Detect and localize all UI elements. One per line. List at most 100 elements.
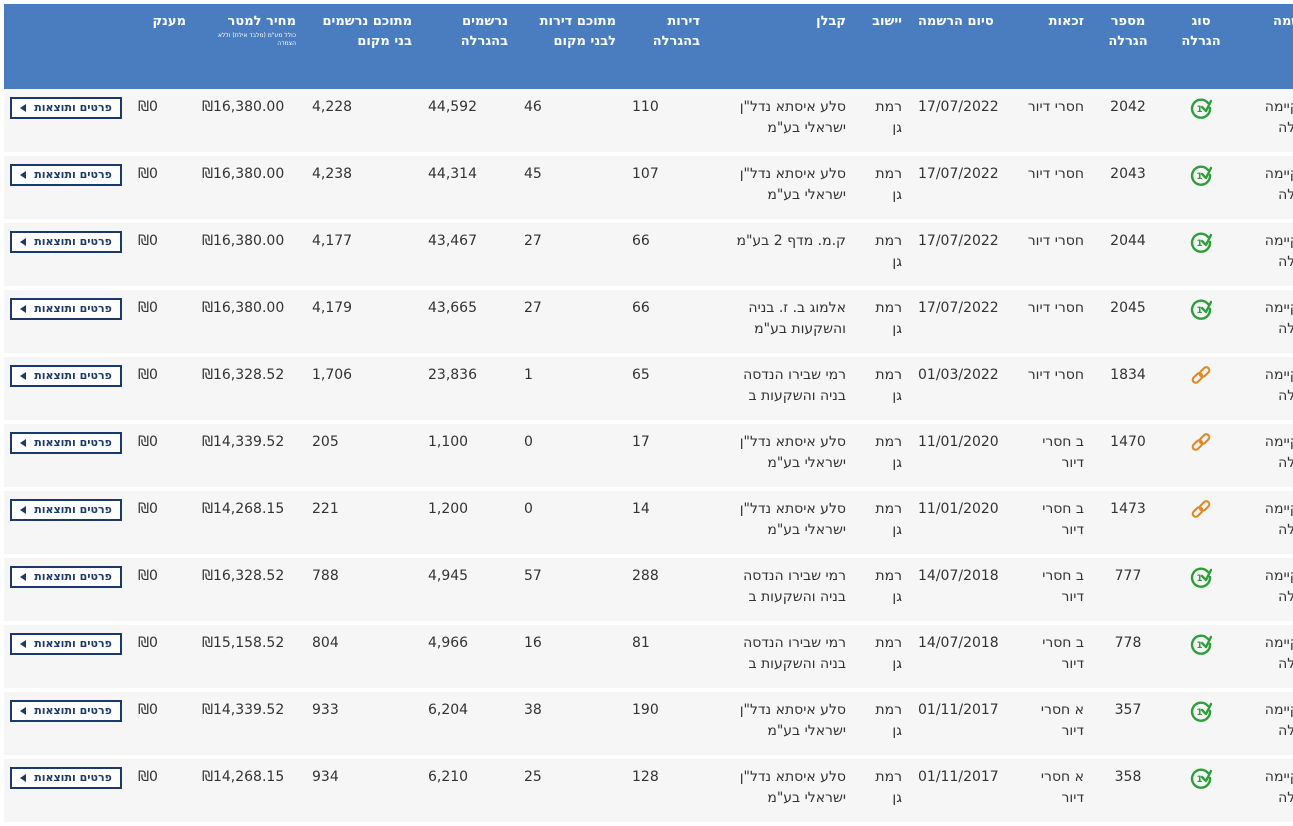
cell-registrants: 4,966 [420,625,516,692]
lottery-results-table-wrapper: הרשמה סוג הגרלה מספר הגרלה זכאות סיום הר… [4,4,1293,826]
cell-city: רמת גן [854,558,910,625]
cell-lottery-type: 1 [1164,89,1238,156]
cell-lottery-type: 1 [1164,692,1238,759]
details-results-button[interactable]: פרטים ותוצאות [10,766,122,789]
cell-price: ₪16,380.00 [194,223,304,290]
caret-left-icon [20,773,27,782]
cell-grant: ₪0 [130,424,194,491]
cell-actions: פרטים ותוצאות [4,625,130,692]
table-body: התקיימה הגרלה 1 2042 חסרי דיור 17/07/202… [4,89,1293,826]
details-results-button[interactable]: פרטים ותוצאות [10,96,122,119]
cell-apartments: 17 [624,424,708,491]
details-results-button[interactable]: פרטים ותוצאות [10,632,122,655]
details-results-button[interactable]: פרטים ותוצאות [10,565,122,588]
cell-lottery-type: 1 [1164,290,1238,357]
cell-eligibility: ב חסרי דיור [1016,491,1092,558]
cell-eligibility: א חסרי דיור [1016,759,1092,826]
cell-lottery-number: 2042 [1092,89,1164,156]
cell-apartments: 190 [624,692,708,759]
cell-price: ₪16,380.00 [194,290,304,357]
check-one-icon: 1 [1190,767,1213,789]
details-results-button[interactable]: פרטים ותוצאות [10,431,122,454]
check-one-icon: 1 [1190,566,1213,588]
caret-left-icon [20,103,27,112]
cell-status: התקיימה הגרלה [1238,424,1293,491]
cell-grant: ₪0 [130,89,194,156]
header-city: יישוב [854,4,910,89]
details-results-label: פרטים ותוצאות [34,704,112,717]
cell-lottery-number: 1473 [1092,491,1164,558]
cell-local-apartments: 27 [516,223,624,290]
caret-left-icon [20,639,27,648]
cell-grant: ₪0 [130,558,194,625]
cell-actions: פרטים ותוצאות [4,491,130,558]
cell-registration-end: 01/11/2017 [910,692,1016,759]
header-row: הרשמה סוג הגרלה מספר הגרלה זכאות סיום הר… [4,4,1293,89]
table-row-2042: התקיימה הגרלה 1 2042 חסרי דיור 17/07/202… [4,89,1293,156]
details-results-button[interactable]: פרטים ותוצאות [10,163,122,186]
cell-eligibility: חסרי דיור [1016,223,1092,290]
cell-price: ₪14,339.52 [194,692,304,759]
cell-contractor: אלמוג ב. ז. בניה והשקעות בע"מ [708,290,854,357]
details-results-button[interactable]: פרטים ותוצאות [10,230,122,253]
cell-registration-end: 14/07/2018 [910,625,1016,692]
cell-local-registrants: 4,177 [304,223,420,290]
header-local-registrants: מתוכם נרשמים בני מקום [304,4,420,89]
cell-city: רמת גן [854,357,910,424]
cell-grant: ₪0 [130,692,194,759]
details-results-label: פרטים ותוצאות [34,503,112,516]
cell-apartments: 81 [624,625,708,692]
details-results-button[interactable]: פרטים ותוצאות [10,498,122,521]
cell-actions: פרטים ותוצאות [4,89,130,156]
cell-contractor: ק.מ. מדף 2 בע"מ [708,223,854,290]
cell-local-apartments: 25 [516,759,624,826]
details-results-label: פרטים ותוצאות [34,369,112,382]
cell-city: רמת גן [854,424,910,491]
cell-price: ₪14,339.52 [194,424,304,491]
cell-contractor: סלע איסתא נדל"ן ישראלי בע"מ [708,759,854,826]
svg-text:1: 1 [1196,775,1202,785]
cell-lottery-type: 1 [1164,223,1238,290]
cell-eligibility: ב חסרי דיור [1016,558,1092,625]
svg-text:1: 1 [1196,105,1202,115]
cell-lottery-type [1164,357,1238,424]
svg-text:1: 1 [1196,239,1202,249]
cell-local-registrants: 934 [304,759,420,826]
cell-registration-end: 11/01/2020 [910,491,1016,558]
check-one-icon: 1 [1190,633,1213,655]
table-row-778: התקיימה הגרלה 1 778 ב חסרי דיור 14/07/20… [4,625,1293,692]
cell-price: ₪14,268.15 [194,491,304,558]
cell-contractor: סלע איסתא נדל"ן ישראלי בע"מ [708,424,854,491]
cell-local-apartments: 46 [516,89,624,156]
details-results-button[interactable]: פרטים ותוצאות [10,364,122,387]
details-results-label: פרטים ותוצאות [34,771,112,784]
cell-lottery-type [1164,491,1238,558]
cell-contractor: סלע איסתא נדל"ן ישראלי בע"מ [708,89,854,156]
cell-local-registrants: 804 [304,625,420,692]
header-registration: הרשמה [1238,4,1293,89]
cell-grant: ₪0 [130,223,194,290]
cell-registrants: 1,100 [420,424,516,491]
cell-actions: פרטים ותוצאות [4,357,130,424]
cell-registration-end: 01/11/2017 [910,759,1016,826]
details-results-label: פרטים ותוצאות [34,436,112,449]
link-icon [1190,365,1212,387]
cell-price: ₪16,380.00 [194,156,304,223]
cell-lottery-type: 1 [1164,759,1238,826]
details-results-button[interactable]: פרטים ותוצאות [10,297,122,320]
cell-lottery-type [1164,424,1238,491]
cell-registrants: 44,592 [420,89,516,156]
svg-text:1: 1 [1196,708,1202,718]
cell-local-apartments: 38 [516,692,624,759]
check-one-icon: 1 [1190,700,1213,722]
cell-grant: ₪0 [130,357,194,424]
cell-status: התקיימה הגרלה [1238,558,1293,625]
header-contractor: קבלן [708,4,854,89]
cell-lottery-type: 1 [1164,156,1238,223]
cell-actions: פרטים ותוצאות [4,424,130,491]
details-results-button[interactable]: פרטים ותוצאות [10,699,122,722]
cell-price: ₪16,328.52 [194,357,304,424]
cell-status: התקיימה הגרלה [1238,692,1293,759]
cell-eligibility: א חסרי דיור [1016,692,1092,759]
caret-left-icon [20,706,27,715]
